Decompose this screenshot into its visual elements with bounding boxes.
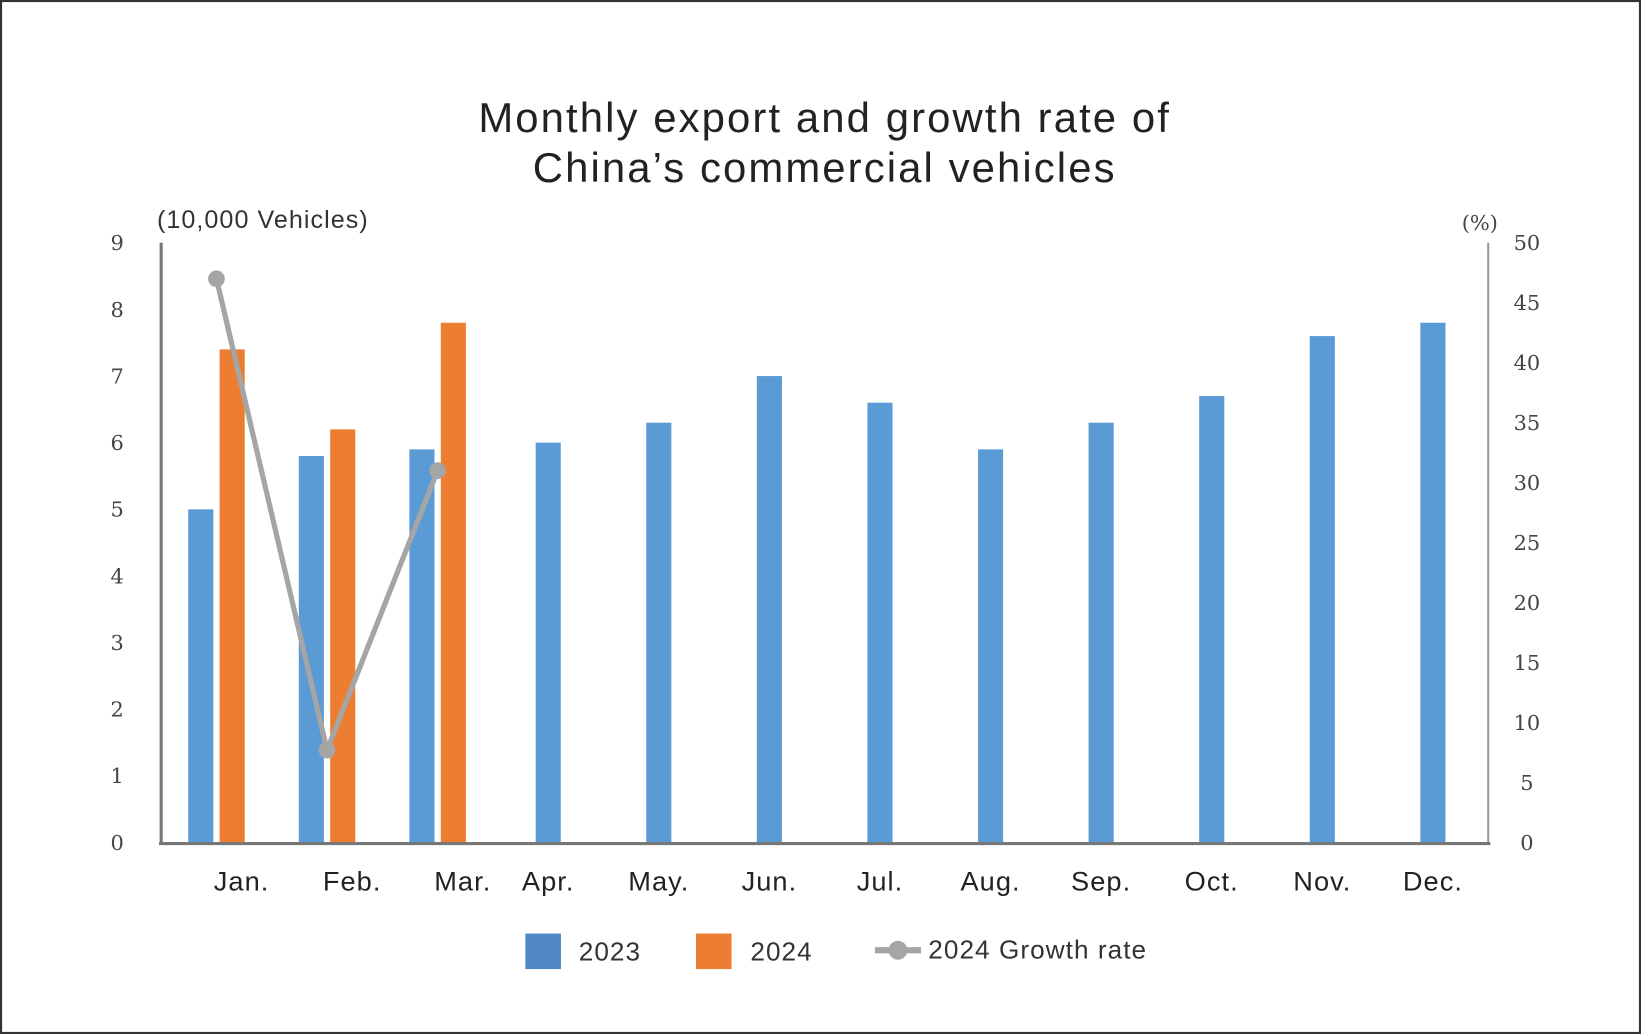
left-tick-label: 1 — [111, 764, 124, 788]
bar-2023-jan — [188, 509, 214, 843]
chart-title-line-2: China’s commercial vehicles — [533, 144, 1117, 191]
legend-swatch-2023 — [525, 933, 561, 970]
growth-rate-point — [318, 741, 336, 759]
category-label: Sep. — [1071, 866, 1131, 897]
category-label: May. — [628, 866, 689, 897]
bar-2023-jun — [756, 376, 782, 843]
left-tick-label: 5 — [111, 498, 124, 522]
legend-label-2023: 2023 — [579, 937, 641, 967]
left-tick-label: 3 — [111, 631, 124, 655]
category-label: Oct. — [1185, 866, 1239, 897]
right-tick-label: 20 — [1514, 591, 1541, 615]
growth-rate-point — [429, 462, 447, 480]
right-tick-label: 30 — [1514, 471, 1541, 495]
category-label: Jul. — [857, 866, 904, 897]
bar-2023-apr — [535, 442, 561, 843]
right-tick-label: 0 — [1520, 831, 1533, 855]
bar-2024-jan — [219, 349, 245, 843]
legend-label-2024: 2024 — [750, 937, 812, 967]
bar-2023-oct — [1199, 396, 1225, 843]
category-label: Nov. — [1293, 866, 1351, 897]
left-tick-label: 7 — [111, 364, 124, 388]
category-labels: Jan. Feb. Mar. Apr. May. Jun. Jul. Aug. Sep. Oct.… — [214, 866, 1463, 897]
category-label: Jun. — [742, 866, 798, 897]
right-tick-label: 15 — [1514, 651, 1541, 675]
chart-title-line-1: Monthly export and growth rate of — [478, 94, 1171, 141]
category-label: Apr. — [522, 866, 575, 897]
growth-rate-point — [208, 270, 225, 288]
legend: 2023 2024 2024 Growth rate — [525, 933, 1147, 970]
right-axis-ticks: 0 5 10 15 20 25 30 35 40 45 50 — [1514, 231, 1541, 855]
right-tick-label: 25 — [1514, 531, 1541, 555]
bar-2023-jul — [867, 402, 893, 843]
right-tick-label: 35 — [1514, 411, 1541, 435]
right-tick-label: 5 — [1520, 771, 1533, 795]
left-axis-ticks: 0 1 2 3 4 5 6 7 8 9 — [111, 231, 124, 855]
right-axis-label: (%) — [1462, 211, 1498, 235]
bar-2023-dec — [1420, 322, 1446, 843]
bar-2024-feb — [330, 429, 356, 843]
bars — [188, 322, 1446, 843]
bar-2023-nov — [1309, 336, 1335, 843]
bar-2023-aug — [978, 449, 1004, 843]
left-axis-label: (10,000 Vehicles) — [157, 206, 369, 234]
legend-swatch-growth-marker — [888, 940, 908, 960]
category-label: Feb. — [323, 866, 382, 897]
growth-line — [208, 270, 447, 759]
left-tick-label: 0 — [111, 831, 124, 855]
category-label: Mar. — [434, 866, 491, 897]
left-tick-label: 4 — [111, 564, 124, 588]
category-label: Dec. — [1403, 866, 1463, 897]
right-tick-label: 45 — [1514, 291, 1541, 315]
right-tick-label: 50 — [1514, 231, 1541, 255]
left-tick-label: 8 — [111, 298, 124, 322]
bar-2023-sep — [1088, 422, 1114, 843]
category-label: Aug. — [960, 866, 1020, 897]
bar-2024-mar — [440, 322, 466, 843]
left-tick-label: 2 — [111, 698, 124, 722]
category-label: Jan. — [214, 866, 270, 897]
legend-label-growth-rate: 2024 Growth rate — [928, 935, 1147, 965]
right-tick-label: 40 — [1514, 351, 1541, 375]
left-tick-label: 6 — [111, 431, 124, 455]
legend-swatch-2024 — [695, 933, 732, 970]
right-tick-label: 10 — [1514, 711, 1541, 735]
bar-2023-may — [646, 422, 672, 843]
left-tick-label: 9 — [111, 231, 124, 255]
